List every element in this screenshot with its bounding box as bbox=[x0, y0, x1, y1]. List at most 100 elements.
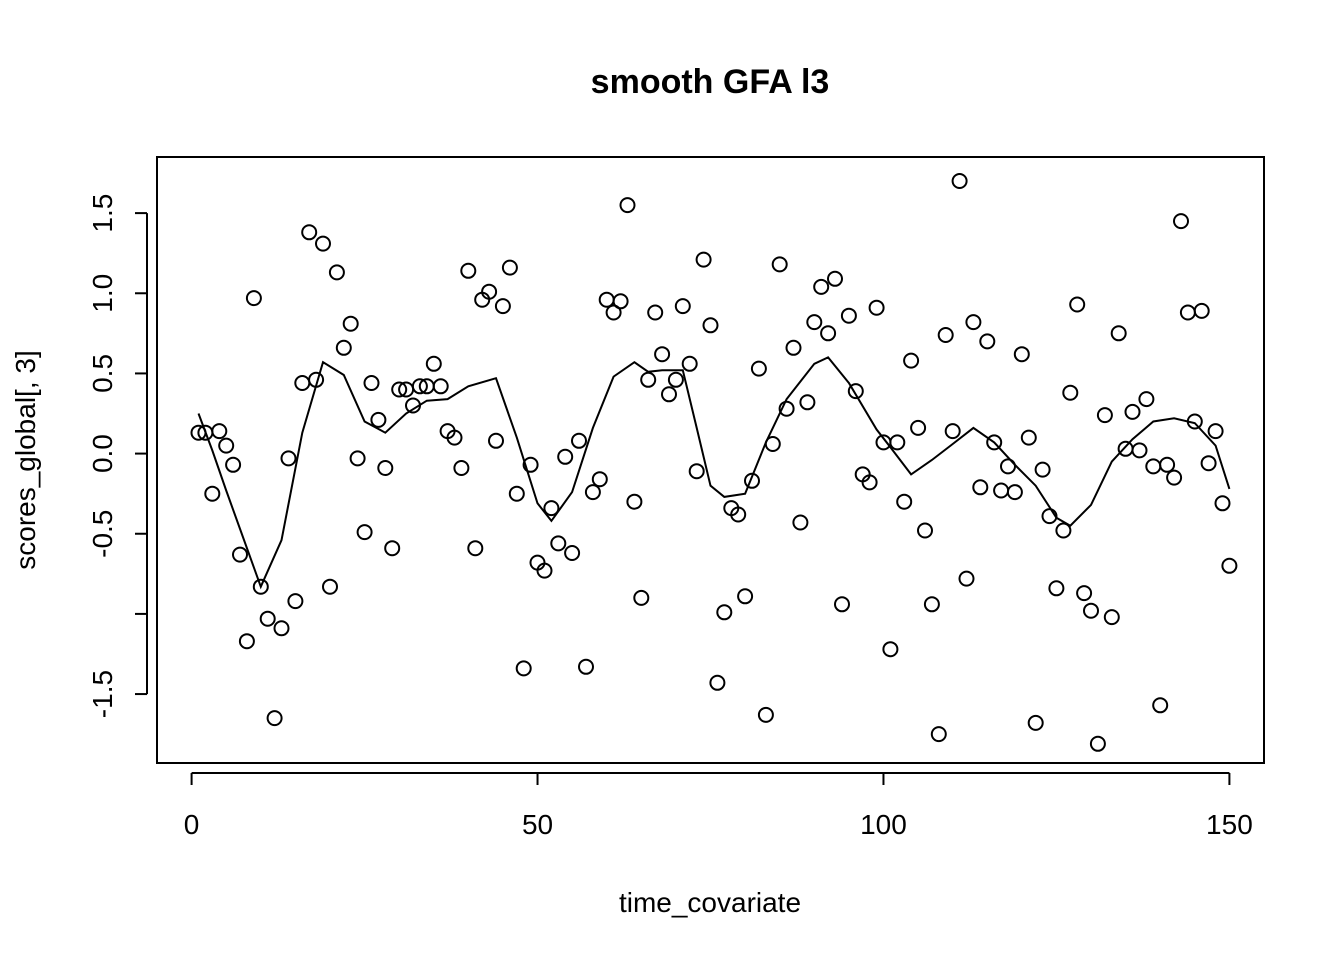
data-point bbox=[446, 429, 463, 446]
y-axis-label: scores_global[, 3] bbox=[10, 350, 41, 569]
data-point bbox=[370, 411, 387, 428]
data-point bbox=[1041, 508, 1058, 525]
data-point bbox=[252, 578, 269, 595]
data-point bbox=[287, 593, 304, 610]
data-point bbox=[667, 371, 684, 388]
data-point bbox=[1186, 413, 1203, 430]
data-point bbox=[328, 264, 345, 281]
data-point bbox=[640, 371, 657, 388]
data-point bbox=[1013, 346, 1030, 363]
data-point bbox=[951, 173, 968, 189]
data-point bbox=[1034, 461, 1051, 478]
data-point bbox=[1131, 442, 1148, 459]
data-point bbox=[958, 570, 975, 587]
data-point bbox=[522, 456, 539, 473]
data-point bbox=[930, 726, 947, 743]
data-point bbox=[571, 432, 587, 449]
data-point bbox=[501, 259, 518, 276]
data-point bbox=[730, 506, 747, 523]
data-point bbox=[301, 224, 318, 241]
data-point bbox=[661, 386, 677, 403]
data-point bbox=[944, 423, 961, 440]
data-point bbox=[273, 620, 290, 637]
y-tick-label: 1.5 bbox=[87, 194, 118, 233]
data-point bbox=[972, 479, 989, 496]
x-tick-label: 150 bbox=[1206, 809, 1253, 840]
data-point bbox=[702, 317, 719, 334]
data-point bbox=[605, 304, 622, 321]
data-point bbox=[1020, 429, 1037, 446]
y-tick-label: 1.0 bbox=[87, 274, 118, 313]
data-point bbox=[536, 562, 553, 579]
data-point bbox=[1048, 580, 1065, 597]
data-point bbox=[806, 314, 823, 331]
data-point bbox=[619, 197, 636, 214]
data-point bbox=[785, 339, 802, 356]
data-point bbox=[716, 604, 733, 621]
data-point bbox=[391, 381, 408, 398]
data-point bbox=[467, 540, 484, 557]
data-point bbox=[550, 535, 567, 552]
data-point bbox=[308, 371, 325, 388]
data-point bbox=[1083, 602, 1099, 619]
data-point bbox=[578, 658, 594, 675]
data-point bbox=[1214, 495, 1231, 512]
data-point bbox=[211, 423, 228, 440]
data-point bbox=[681, 355, 698, 372]
data-point bbox=[1138, 391, 1155, 408]
data-point bbox=[861, 474, 878, 491]
data-point bbox=[1089, 735, 1106, 752]
data-point bbox=[827, 270, 843, 287]
data-point bbox=[453, 460, 470, 476]
data-point bbox=[315, 235, 331, 252]
data-point bbox=[750, 360, 767, 377]
data-point bbox=[757, 706, 774, 723]
data-point bbox=[917, 522, 933, 539]
data-point bbox=[1193, 302, 1210, 319]
y-tick-label: -0.5 bbox=[87, 510, 118, 558]
data-point bbox=[598, 291, 615, 308]
data-point bbox=[405, 397, 421, 414]
data-point bbox=[1069, 296, 1086, 313]
data-point bbox=[1062, 384, 1079, 401]
data-point bbox=[709, 674, 726, 691]
chart-title: smooth GFA l3 bbox=[591, 63, 830, 101]
smooth-fit-line bbox=[197, 356, 1231, 590]
data-point bbox=[460, 262, 477, 279]
data-point bbox=[923, 596, 940, 613]
data-point bbox=[1152, 697, 1169, 714]
data-point bbox=[1103, 609, 1120, 626]
x-tick-label: 100 bbox=[860, 809, 907, 840]
data-point bbox=[1145, 458, 1162, 475]
data-point bbox=[993, 482, 1010, 499]
data-point bbox=[979, 333, 996, 350]
data-point bbox=[294, 375, 311, 391]
data-point bbox=[695, 251, 712, 268]
data-point bbox=[1207, 423, 1224, 440]
data-point bbox=[543, 500, 560, 517]
data-point bbox=[280, 450, 297, 467]
data-point bbox=[1221, 557, 1238, 574]
data-point bbox=[674, 298, 691, 315]
data-point bbox=[204, 485, 221, 502]
data-point bbox=[868, 299, 885, 316]
data-point bbox=[965, 314, 982, 331]
data-point bbox=[882, 641, 899, 658]
plot-frame bbox=[156, 156, 1265, 764]
data-point bbox=[647, 304, 664, 321]
data-point bbox=[245, 290, 262, 307]
data-point bbox=[744, 472, 760, 489]
data-point bbox=[889, 434, 906, 451]
data-point bbox=[342, 315, 359, 332]
data-point bbox=[349, 450, 366, 467]
data-point bbox=[508, 485, 525, 502]
data-point bbox=[1055, 522, 1072, 539]
y-tick-label: 0.5 bbox=[87, 354, 118, 393]
data-point bbox=[564, 545, 581, 561]
data-point bbox=[1124, 403, 1141, 420]
smooth-line-layer bbox=[197, 356, 1231, 590]
data-point bbox=[363, 375, 380, 391]
data-point bbox=[515, 660, 532, 677]
data-point bbox=[834, 596, 850, 613]
